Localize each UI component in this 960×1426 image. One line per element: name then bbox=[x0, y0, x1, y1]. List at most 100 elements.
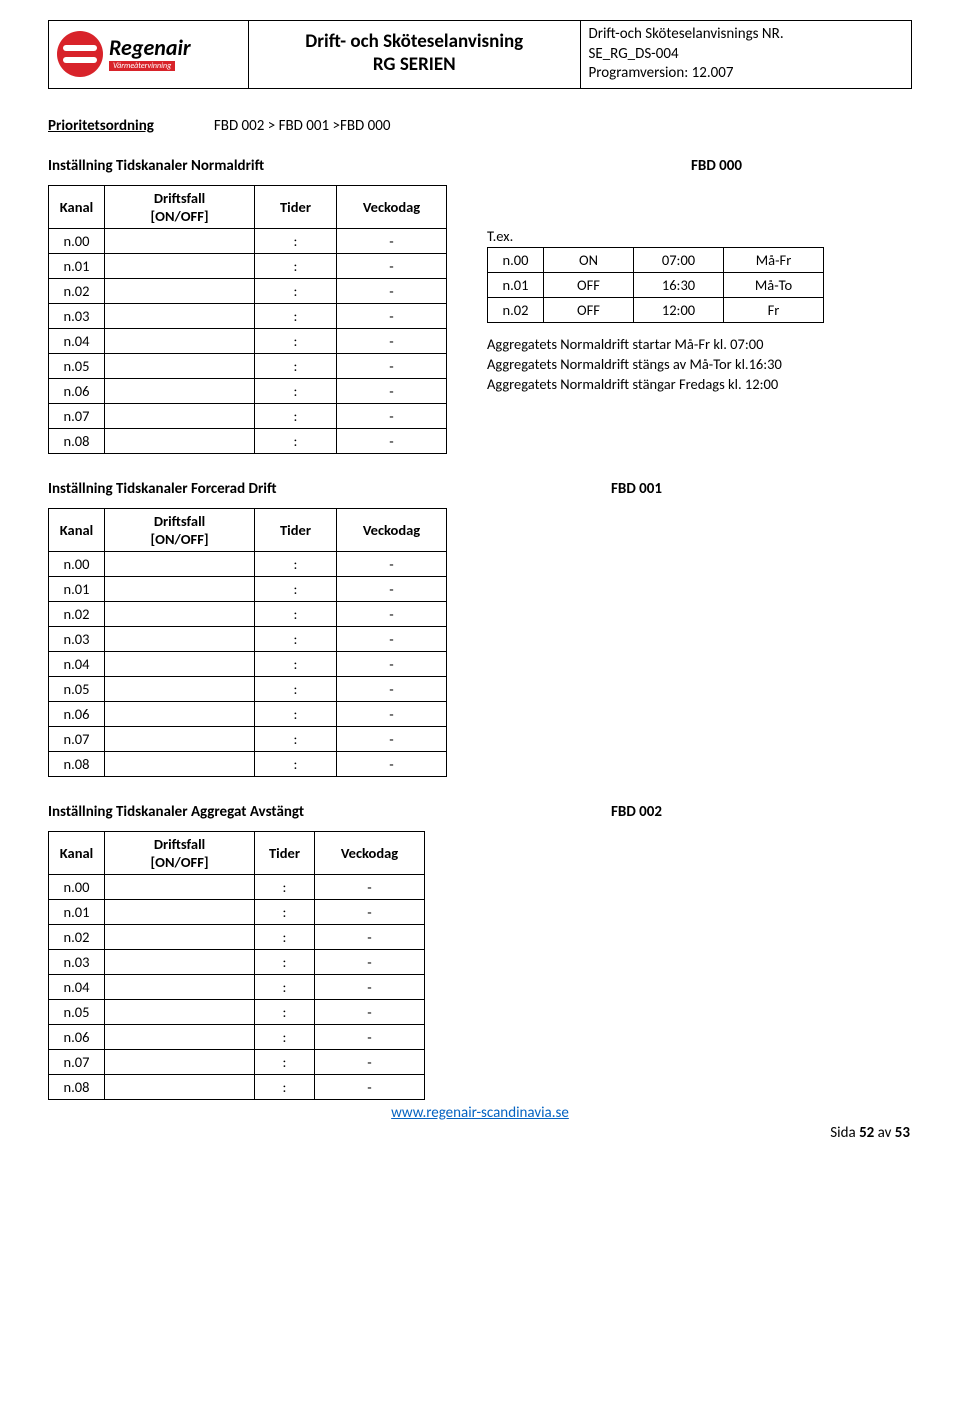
cell-drift bbox=[105, 1049, 255, 1074]
footer-url: www.regenair-scandinavia.se bbox=[48, 1104, 912, 1122]
cell-tider: : bbox=[255, 651, 337, 676]
section1-fbd: FBD 000 bbox=[691, 157, 912, 175]
doc-header: Regenair Värmeåtervinning Drift- och Skö… bbox=[48, 20, 912, 89]
cell-tider: : bbox=[255, 403, 337, 428]
cell-veckodag: - bbox=[337, 576, 447, 601]
cell-kanal: n.06 bbox=[49, 701, 105, 726]
table-row: n.01:- bbox=[49, 576, 447, 601]
table-row: n.08:- bbox=[49, 428, 447, 453]
cell-drift bbox=[105, 428, 255, 453]
cell-veckodag: - bbox=[315, 974, 425, 999]
cell-kanal: n.06 bbox=[49, 1024, 105, 1049]
cell-tider: : bbox=[255, 999, 315, 1024]
cell-tider: : bbox=[255, 949, 315, 974]
section3-title: Inställning Tidskanaler Aggregat Avstäng… bbox=[48, 803, 304, 821]
example-row: n.02OFF12:00Fr bbox=[488, 297, 824, 322]
cell-drift bbox=[105, 874, 255, 899]
cell-drift bbox=[105, 999, 255, 1024]
priority-row: Prioritetsordning FBD 002 > FBD 001 >FBD… bbox=[48, 117, 912, 135]
section2-title: Inställning Tidskanaler Forcerad Drift bbox=[48, 480, 277, 498]
cell-veckodag: - bbox=[337, 378, 447, 403]
cell-veckodag: - bbox=[315, 874, 425, 899]
cell-kanal: n.01 bbox=[49, 576, 105, 601]
cell-kanal: n.05 bbox=[49, 353, 105, 378]
cell-kanal: n.05 bbox=[49, 676, 105, 701]
cell-tider: : bbox=[255, 551, 337, 576]
cell-veckodag: - bbox=[337, 726, 447, 751]
table-row: n.00:- bbox=[49, 874, 425, 899]
table-row: n.06:- bbox=[49, 701, 447, 726]
table-row: n.02:- bbox=[49, 601, 447, 626]
cell-kanal: n.03 bbox=[49, 626, 105, 651]
doc-meta-cell: Drift-och Sköteselanvisnings NR. SE_RG_D… bbox=[581, 21, 912, 88]
cell-veckodag: - bbox=[337, 676, 447, 701]
table-row: n.00:- bbox=[49, 551, 447, 576]
note-line: Aggregatets Normaldrift startar Må-Fr kl… bbox=[487, 335, 824, 353]
section1-header: Inställning Tidskanaler Normaldrift FBD … bbox=[48, 157, 912, 175]
example-cell: n.00 bbox=[488, 247, 544, 272]
cell-veckodag: - bbox=[315, 999, 425, 1024]
cell-drift bbox=[105, 974, 255, 999]
table-row: n.02:- bbox=[49, 278, 447, 303]
table-row: n.00:- bbox=[49, 228, 447, 253]
doc-meta-line3: Programversion: 12.007 bbox=[589, 64, 904, 84]
th-drift: Driftsfall [ON/OFF] bbox=[105, 831, 255, 874]
th-tider: Tider bbox=[255, 508, 337, 551]
cell-veckodag: - bbox=[337, 428, 447, 453]
cell-drift bbox=[105, 701, 255, 726]
cell-tider: : bbox=[255, 576, 337, 601]
cell-tider: : bbox=[255, 378, 337, 403]
cell-tider: : bbox=[255, 751, 337, 776]
brand-subtitle: Värmeåtervinning bbox=[109, 61, 175, 71]
cell-kanal: n.04 bbox=[49, 974, 105, 999]
table-row: n.04:- bbox=[49, 328, 447, 353]
cell-kanal: n.08 bbox=[49, 1074, 105, 1099]
cell-veckodag: - bbox=[315, 899, 425, 924]
example-table: n.00ON07:00Må-Frn.01OFF16:30Må-Ton.02OFF… bbox=[487, 247, 824, 323]
doc-meta-line2: SE_RG_DS-004 bbox=[589, 45, 904, 65]
th-drift: Driftsfall [ON/OFF] bbox=[105, 508, 255, 551]
cell-tider: : bbox=[255, 1074, 315, 1099]
table-row: n.06:- bbox=[49, 378, 447, 403]
cell-tider: : bbox=[255, 303, 337, 328]
cell-drift bbox=[105, 403, 255, 428]
cell-tider: : bbox=[255, 1024, 315, 1049]
section2-table: Kanal Driftsfall [ON/OFF] Tider Veckodag… bbox=[48, 508, 447, 777]
doc-title-line2: RG SERIEN bbox=[257, 54, 572, 77]
table-row: n.02:- bbox=[49, 924, 425, 949]
cell-drift bbox=[105, 1074, 255, 1099]
th-kanal: Kanal bbox=[49, 185, 105, 228]
cell-tider: : bbox=[255, 701, 337, 726]
cell-veckodag: - bbox=[315, 1074, 425, 1099]
regenair-logo-icon bbox=[57, 31, 103, 77]
cell-veckodag: - bbox=[337, 228, 447, 253]
cell-veckodag: - bbox=[337, 303, 447, 328]
section2-header: Inställning Tidskanaler Forcerad Drift F… bbox=[48, 480, 912, 498]
cell-veckodag: - bbox=[337, 751, 447, 776]
cell-tider: : bbox=[255, 974, 315, 999]
logo-cell: Regenair Värmeåtervinning bbox=[49, 21, 249, 88]
brand-name: Regenair bbox=[109, 37, 191, 59]
example-cell: ON bbox=[544, 247, 634, 272]
cell-tider: : bbox=[255, 676, 337, 701]
cell-veckodag: - bbox=[337, 353, 447, 378]
table-row: n.01:- bbox=[49, 899, 425, 924]
example-notes: Aggregatets Normaldrift startar Må-Fr kl… bbox=[487, 335, 824, 393]
cell-kanal: n.02 bbox=[49, 601, 105, 626]
cell-drift bbox=[105, 924, 255, 949]
th-tider: Tider bbox=[255, 185, 337, 228]
priority-value: FBD 002 > FBD 001 >FBD 000 bbox=[214, 117, 391, 135]
cell-drift bbox=[105, 228, 255, 253]
cell-kanal: n.07 bbox=[49, 1049, 105, 1074]
footer-link[interactable]: www.regenair-scandinavia.se bbox=[391, 1104, 569, 1122]
cell-veckodag: - bbox=[337, 328, 447, 353]
priority-label: Prioritetsordning bbox=[48, 117, 154, 135]
cell-veckodag: - bbox=[337, 253, 447, 278]
cell-drift bbox=[105, 601, 255, 626]
cell-tider: : bbox=[255, 253, 337, 278]
table-row: n.05:- bbox=[49, 676, 447, 701]
cell-kanal: n.07 bbox=[49, 403, 105, 428]
cell-veckodag: - bbox=[337, 551, 447, 576]
table-row: n.01:- bbox=[49, 253, 447, 278]
table-row: n.08:- bbox=[49, 751, 447, 776]
